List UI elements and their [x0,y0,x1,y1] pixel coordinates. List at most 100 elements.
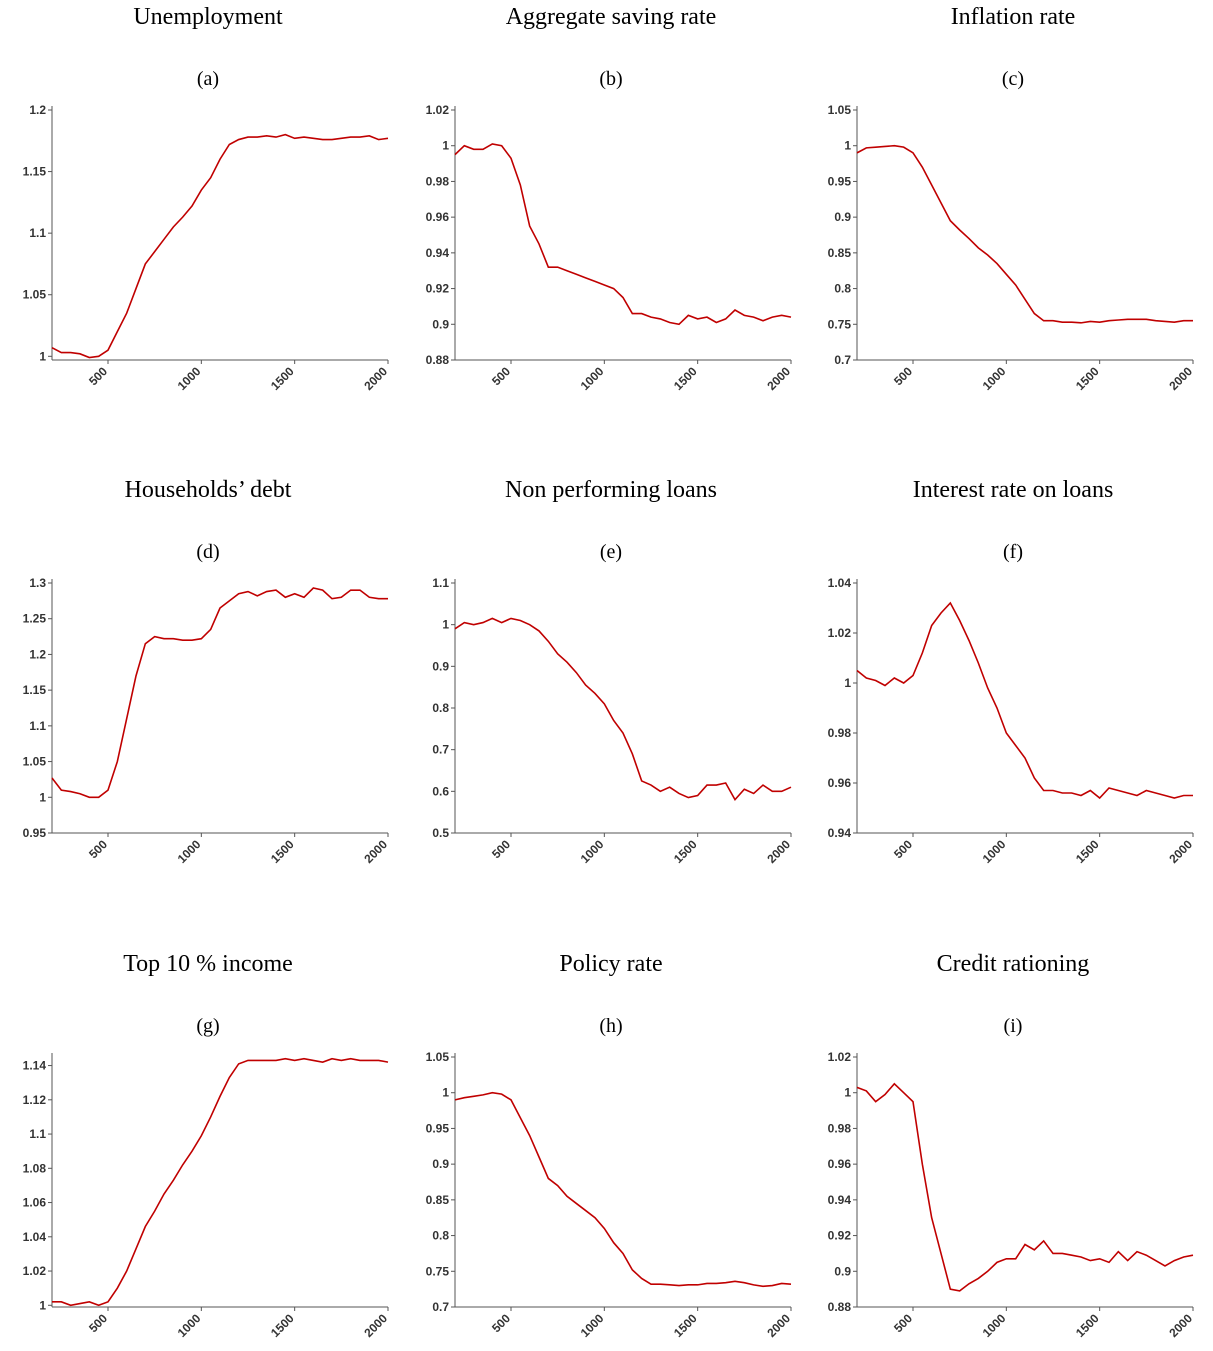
x-tick-label: 2000 [361,837,390,866]
chart-title: Non performing loans [505,477,717,503]
y-tick-label: 1 [442,139,449,153]
data-line [454,143,792,326]
chart-title: Households’ debt [125,477,292,503]
y-tick-label: 0.88 [828,1300,852,1314]
data-line [856,1082,1194,1292]
y-tick-label: 0.96 [828,1157,852,1171]
x-tick-label: 500 [489,837,513,861]
y-tick-label: 0.5 [432,826,449,840]
x-tick-label: 500 [891,1311,915,1335]
x-tick-label: 500 [891,837,915,861]
y-tick-label: 0.92 [426,282,450,296]
y-tick-label: 1.12 [23,1093,47,1107]
x-tick-label: 1000 [175,1311,204,1340]
y-tick-label: 1.1 [29,719,46,733]
y-tick-label: 0.95 [23,826,47,840]
y-tick-label: 0.8 [834,282,851,296]
chart-subtitle: (i) [1004,1015,1023,1037]
y-tick-label: 0.8 [432,701,449,715]
chart-title: Credit rationing [937,951,1090,977]
x-tick-label: 2000 [1166,1311,1195,1340]
y-tick-label: 1.2 [29,647,46,661]
x-tick-label: 2000 [1166,364,1195,393]
y-tick-label: 1 [39,790,46,804]
x-tick-label: 2000 [764,837,793,866]
y-tick-label: 0.96 [426,210,450,224]
y-tick-label: 1 [844,1086,851,1100]
chart-subtitle: (a) [197,68,219,90]
y-tick-label: 0.7 [432,1300,449,1314]
chart-title: Unemployment [133,4,283,30]
x-tick-label: 1000 [980,1311,1009,1340]
y-tick-label: 0.9 [834,1264,851,1278]
y-tick-label: 1.14 [23,1059,47,1073]
y-tick-label: 0.85 [426,1193,450,1207]
data-line [51,133,389,359]
y-tick-label: 0.96 [828,776,852,790]
x-tick-label: 1500 [671,364,700,393]
data-line [856,144,1193,324]
chart-subtitle: (g) [196,1015,219,1037]
x-tick-label: 1500 [268,364,297,393]
y-tick-label: 1.02 [426,103,450,117]
x-tick-label: 1000 [578,364,607,393]
y-tick-label: 0.7 [834,353,851,367]
y-tick-label: 1.05 [828,103,852,117]
y-tick-label: 1 [39,349,46,363]
y-tick-label: 0.92 [828,1229,852,1243]
y-tick-label: 1.02 [828,626,852,640]
chart-subtitle: (f) [1003,541,1023,563]
y-tick-label: 1.05 [23,755,47,769]
y-tick-label: 0.94 [828,826,852,840]
y-tick-label: 0.8 [432,1229,449,1243]
x-tick-label: 2000 [1166,837,1195,866]
data-line [454,1091,792,1288]
y-tick-label: 0.98 [828,726,852,740]
y-tick-label: 0.88 [426,353,450,367]
y-tick-label: 1.1 [29,1127,46,1141]
chart-subtitle: (h) [599,1015,622,1037]
data-line [454,617,792,802]
y-tick-label: 0.94 [426,246,450,260]
y-tick-label: 1 [39,1298,46,1312]
y-tick-label: 0.94 [828,1193,852,1207]
y-tick-label: 0.98 [828,1121,852,1135]
y-tick-label: 1.15 [23,683,47,697]
x-tick-label: 500 [86,837,110,861]
x-tick-label: 1500 [1073,1311,1102,1340]
x-tick-label: 1500 [268,837,297,866]
chart-title: Top 10 % income [123,951,293,977]
chart-title: Aggregate saving rate [506,4,717,30]
x-tick-label: 1500 [1073,364,1102,393]
y-tick-label: 1 [442,1086,449,1100]
x-tick-label: 500 [489,1311,513,1335]
y-tick-label: 1 [844,139,851,153]
x-tick-label: 2000 [764,1311,793,1340]
y-tick-label: 1 [844,676,851,690]
y-tick-label: 1.2 [29,103,46,117]
y-tick-label: 0.85 [828,246,852,260]
y-tick-label: 0.9 [432,659,449,673]
y-tick-label: 0.75 [426,1264,450,1278]
y-tick-label: 1.3 [29,576,46,590]
y-tick-label: 1.1 [432,576,449,590]
chart-title: Inflation rate [951,4,1076,30]
x-tick-label: 500 [891,364,915,388]
x-tick-label: 1000 [980,837,1009,866]
x-tick-label: 1500 [671,1311,700,1340]
y-tick-label: 1.15 [23,165,47,179]
y-tick-label: 0.95 [828,174,852,188]
x-tick-label: 1500 [671,837,700,866]
y-tick-label: 0.98 [426,174,450,188]
chart-title: Policy rate [559,951,662,977]
y-tick-label: 1.1 [29,226,46,240]
y-tick-label: 0.6 [432,784,449,798]
chart-subtitle: (e) [600,541,622,563]
x-tick-label: 2000 [361,364,390,393]
chart-subtitle: (b) [599,68,622,90]
y-tick-label: 1.04 [23,1230,47,1244]
y-tick-label: 1.05 [426,1050,450,1064]
y-tick-label: 1.02 [23,1264,47,1278]
y-tick-label: 1 [442,618,449,632]
